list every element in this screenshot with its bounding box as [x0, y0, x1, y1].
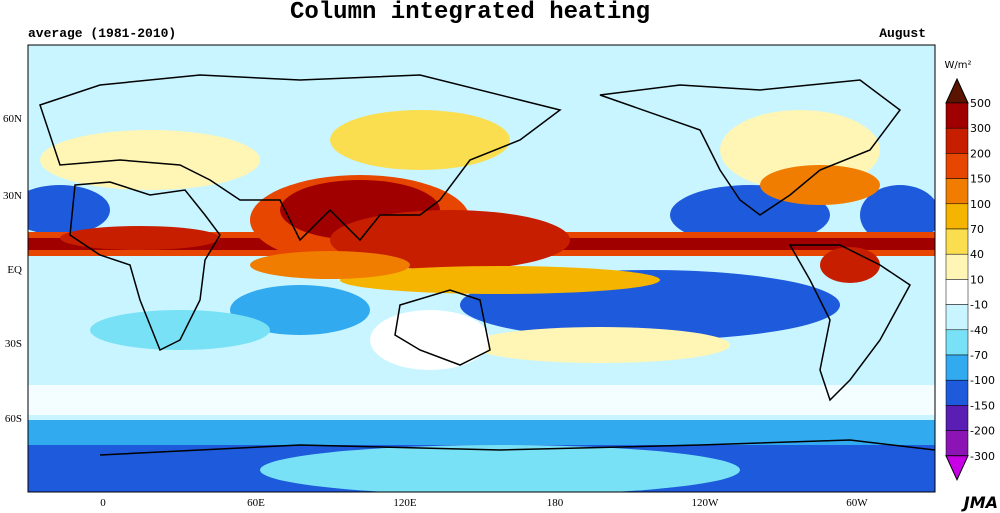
colorbar-segment — [945, 203, 969, 230]
colorbar-label: 500 — [970, 97, 991, 110]
lon-label: 60W — [846, 497, 868, 509]
colorbar-unit: W/m² — [944, 60, 971, 71]
colorbar-label: -100 — [970, 374, 995, 387]
map-frame — [27, 44, 936, 493]
colorbar-segment — [945, 304, 969, 331]
credit: JMA — [961, 493, 998, 512]
colorbar-label: 100 — [970, 198, 991, 211]
colorbar-cap — [945, 77, 969, 104]
colorbar-segment — [945, 228, 969, 255]
lon-label: 0 — [100, 497, 106, 509]
colorbar-label: -150 — [970, 399, 995, 412]
colorbar-label: -40 — [970, 324, 988, 337]
lon-label: 60E — [247, 497, 265, 509]
colorbar-label: -300 — [970, 450, 995, 463]
month: August — [879, 26, 926, 41]
colorbar-segment — [945, 405, 969, 431]
lon-labels: 0 60E 120E 180 120W 60W — [100, 497, 868, 509]
lat-label: 60N — [3, 113, 22, 125]
lat-label: 30S — [5, 338, 22, 350]
colorbar-segment — [945, 253, 969, 280]
colorbar: 500 300 200 150 100 70 40 10 -10 -40 -70 -100 -150 -2… — [945, 77, 995, 482]
colorbar-label: -70 — [970, 349, 988, 362]
colorbar-segment — [945, 329, 969, 356]
colorbar-label: 300 — [970, 122, 991, 135]
colorbar-label: -10 — [970, 299, 988, 312]
lat-label: EQ — [7, 264, 22, 276]
subtitle: average (1981-2010) — [28, 26, 176, 41]
colorbar-segment — [945, 178, 969, 205]
colorbar-label: 40 — [970, 248, 984, 261]
lon-label: 120W — [692, 497, 720, 509]
map — [27, 44, 936, 493]
colorbar-cap — [945, 455, 969, 482]
colorbar-segment — [945, 153, 969, 179]
colorbar-label: 10 — [970, 273, 984, 286]
colorbar-segment — [945, 279, 969, 305]
title: Column integrated heating — [290, 0, 650, 26]
colorbar-label: -200 — [970, 425, 995, 438]
lat-label: 60S — [5, 413, 22, 425]
colorbar-segment — [945, 430, 969, 457]
colorbar-segment — [945, 102, 969, 129]
lat-labels: 60N 30N EQ 30S 60S — [3, 113, 22, 425]
lat-label: 30N — [3, 190, 22, 202]
colorbar-segment — [945, 127, 969, 154]
colorbar-segment — [945, 379, 969, 406]
lon-label: 120E — [393, 497, 417, 509]
colorbar-label: 70 — [970, 223, 984, 236]
colorbar-segment — [945, 354, 969, 381]
colorbar-label: 200 — [970, 147, 991, 160]
colorbar-label: 150 — [970, 173, 991, 186]
lon-label: 180 — [547, 497, 564, 509]
